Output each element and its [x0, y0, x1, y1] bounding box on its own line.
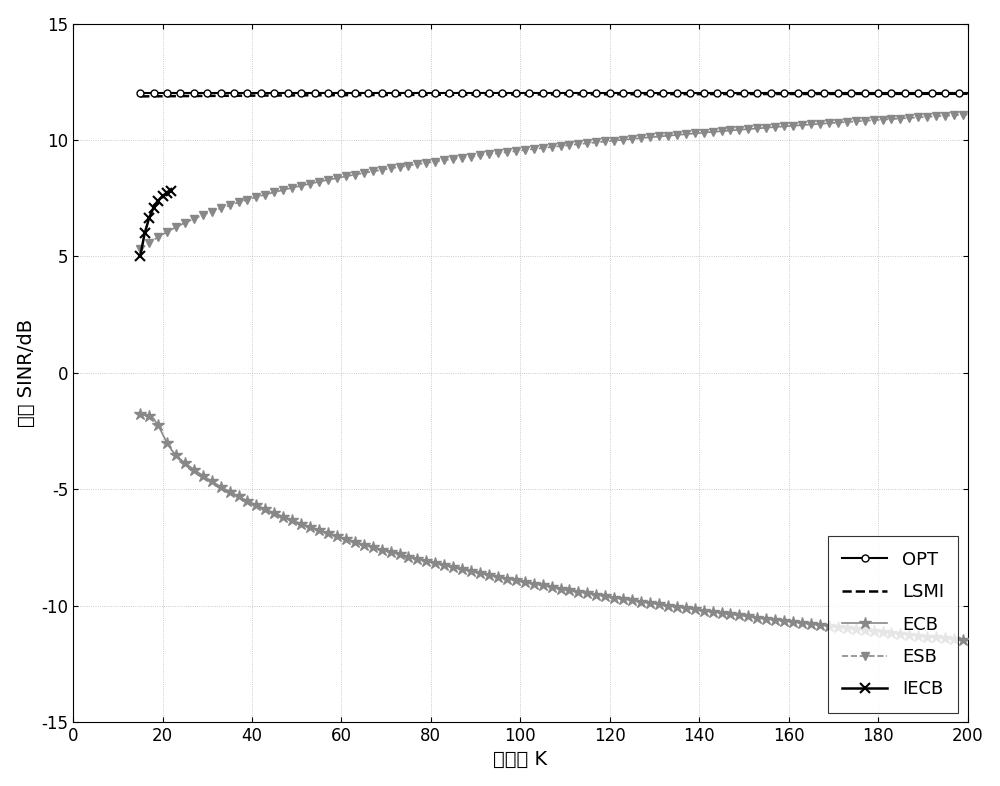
- LSMI: [962, 89, 974, 98]
- IECB: [139, 229, 151, 238]
- OPT: [648, 89, 660, 98]
- OPT: [765, 89, 777, 98]
- ESB: [134, 244, 146, 254]
- ESB: [648, 132, 660, 141]
- ECB: [613, 593, 625, 603]
- IECB: [148, 203, 160, 212]
- OPT: [894, 89, 906, 98]
- LSMI: [613, 90, 625, 99]
- LSMI: [259, 91, 271, 101]
- ECB: [962, 636, 974, 645]
- Line: IECB: IECB: [135, 186, 176, 261]
- Line: OPT: OPT: [137, 90, 971, 97]
- ECB: [765, 615, 777, 624]
- ECB: [259, 505, 271, 514]
- LSMI: [894, 89, 906, 98]
- Line: LSMI: LSMI: [140, 94, 968, 97]
- ESB: [894, 114, 906, 123]
- IECB: [134, 252, 146, 261]
- Line: ECB: ECB: [134, 408, 974, 647]
- ECB: [134, 410, 146, 419]
- OPT: [259, 89, 271, 98]
- ESB: [259, 190, 271, 200]
- ESB: [962, 110, 974, 119]
- LSMI: [134, 92, 146, 101]
- LSMI: [648, 90, 660, 99]
- OPT: [134, 89, 146, 98]
- IECB: [152, 196, 164, 205]
- OPT: [613, 89, 625, 98]
- IECB: [157, 191, 169, 200]
- ECB: [528, 579, 540, 589]
- ESB: [765, 123, 777, 132]
- OPT: [528, 89, 540, 98]
- IECB: [165, 186, 177, 196]
- Legend: OPT, LSMI, ECB, ESB, IECB: OPT, LSMI, ECB, ESB, IECB: [828, 536, 958, 713]
- ECB: [894, 629, 906, 638]
- Line: ESB: ESB: [136, 110, 972, 254]
- ESB: [528, 145, 540, 154]
- ECB: [648, 599, 660, 608]
- IECB: [161, 188, 173, 197]
- OPT: [962, 89, 974, 98]
- LSMI: [765, 90, 777, 99]
- IECB: [143, 213, 155, 222]
- Y-axis label: 输出 SINR/dB: 输出 SINR/dB: [17, 319, 36, 427]
- X-axis label: 快拍数 K: 快拍数 K: [493, 751, 547, 769]
- ESB: [613, 135, 625, 145]
- LSMI: [528, 90, 540, 99]
